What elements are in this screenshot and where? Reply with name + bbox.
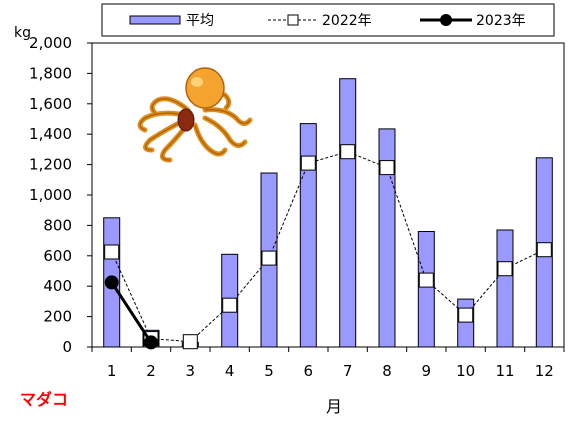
x-tick-label: 7: [343, 362, 353, 380]
bar-8: [378, 128, 396, 348]
point-2022-5: [261, 250, 277, 266]
y-tick-label: 1,600: [29, 95, 72, 113]
point-2022-4: [222, 297, 238, 313]
x-tick-label: 2: [146, 362, 156, 380]
x-axis: 1 2 3 4 5 6 7 8 9 10 11 12: [91, 347, 565, 380]
x-tick-label: 4: [225, 362, 235, 380]
point-2022-12: [536, 242, 552, 258]
legend-swatch-2023-marker: [440, 14, 452, 26]
legend: 平均 2022年 2023年: [101, 3, 555, 37]
bar-10: [457, 298, 475, 348]
species-label: マダコ: [20, 390, 68, 409]
legend-swatch-avg: [129, 15, 181, 25]
plot-area: [91, 42, 565, 348]
y-tick-label: 1,200: [29, 156, 72, 174]
x-tick-label: 12: [535, 362, 554, 380]
point-2022-8: [379, 160, 395, 176]
legend-swatch-2022-marker: [287, 14, 299, 26]
x-tick-label: 11: [495, 362, 514, 380]
y-axis: 0 200 400 600 800 1,000 1,200 1,400 1,600 1,800 2,…: [29, 34, 92, 356]
line-2023: [110, 281, 153, 344]
x-tick-label: 5: [264, 362, 274, 380]
x-tick-label: 6: [304, 362, 314, 380]
point-2022-1: [104, 244, 120, 260]
point-2023-1: [104, 275, 119, 290]
octopus-illustration: [137, 67, 253, 163]
y-tick-label: 1,400: [29, 125, 72, 143]
y-tick-label: 2,000: [29, 34, 72, 52]
y-tick-label: 1,800: [29, 64, 72, 82]
y-tick-label: 1,000: [29, 186, 72, 204]
x-tick-label: 8: [382, 362, 392, 380]
point-2022-3: [182, 334, 198, 350]
x-tick-label: 9: [422, 362, 432, 380]
point-2022-9: [418, 272, 434, 288]
point-2022-10: [458, 307, 474, 323]
point-2022-11: [497, 261, 513, 277]
x-tick-label: 10: [456, 362, 475, 380]
bar-7: [339, 78, 357, 348]
y-unit-label: kg: [14, 25, 31, 41]
y-tick-label: 200: [43, 308, 72, 326]
legend-label-2022: 2022年: [322, 13, 372, 29]
point-2022-7: [340, 144, 356, 160]
legend-label-avg: 平均: [186, 13, 214, 29]
point-2022-6: [300, 155, 316, 171]
x-tick-label: 3: [186, 362, 196, 380]
x-tick-label: 1: [107, 362, 117, 380]
line-2022-layer: [104, 144, 552, 350]
y-tick-label: 600: [43, 247, 72, 265]
point-2023-2: [144, 335, 158, 350]
bar-6: [299, 123, 317, 348]
legend-label-2023: 2023年: [476, 13, 526, 29]
y-tick-label: 800: [43, 216, 72, 234]
y-tick-label: 0: [62, 338, 72, 356]
bar-11: [496, 229, 514, 348]
x-axis-title: 月: [326, 397, 342, 416]
bar-9: [417, 231, 435, 348]
y-tick-label: 400: [43, 277, 72, 295]
line-2023-layer: [104, 275, 158, 350]
